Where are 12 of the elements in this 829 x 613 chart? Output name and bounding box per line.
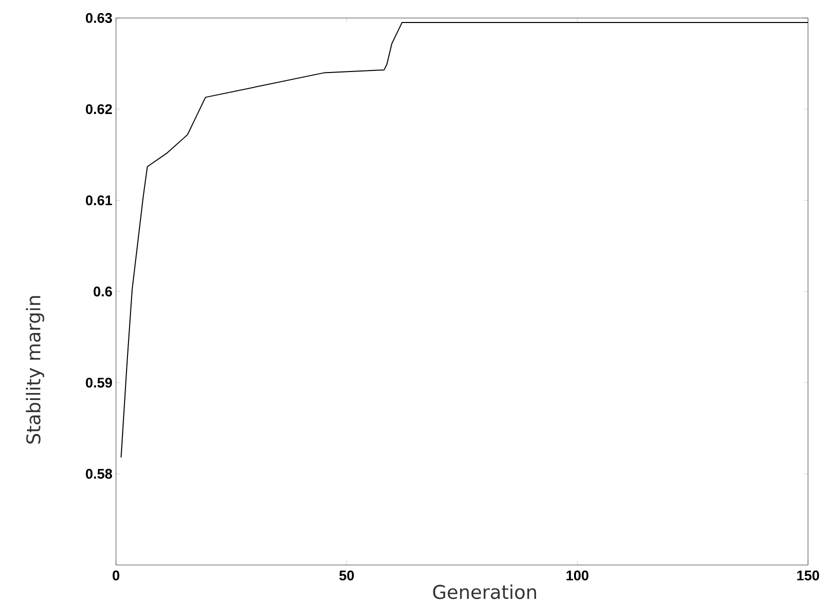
y-axis-title: Stability margin xyxy=(26,296,44,444)
y-tick-label: 0.61 xyxy=(86,195,112,206)
x-axis-title: Generation xyxy=(433,584,536,600)
x-tick-label: 100 xyxy=(566,570,588,580)
y-tick-label: 0.58 xyxy=(86,468,112,479)
x-tick-label: 150 xyxy=(797,570,820,580)
y-tick-label: 0.6 xyxy=(94,286,112,296)
x-tick-label: 0 xyxy=(112,570,120,580)
y-tick-label: 0.63 xyxy=(86,13,112,23)
y-tick-label: 0.62 xyxy=(86,104,112,114)
x-tick-label: 50 xyxy=(339,570,354,580)
y-tick-label: 0.59 xyxy=(86,378,112,388)
